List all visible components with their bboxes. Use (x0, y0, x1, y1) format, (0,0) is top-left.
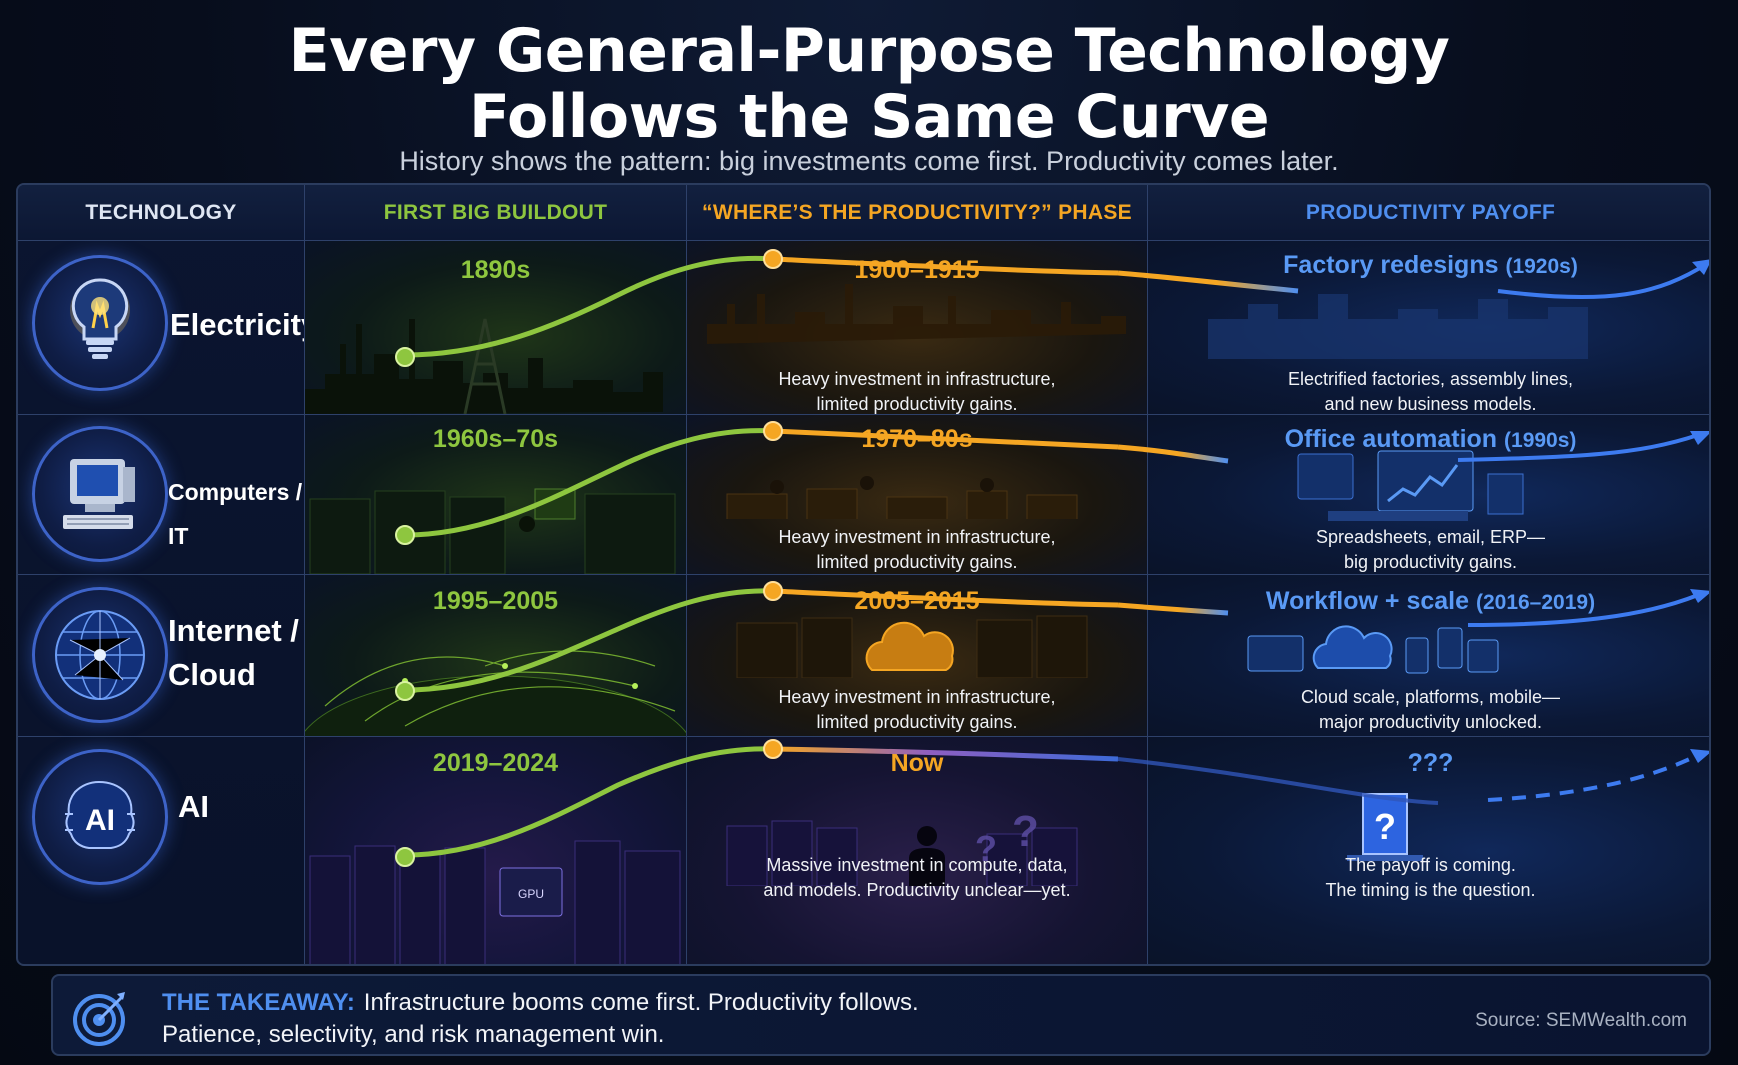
payoff-description-line-2: big productivity gains. (1343, 552, 1518, 572)
globe-icon (32, 587, 168, 723)
mainframe-room-illustration (309, 488, 676, 574)
payoff-description-line-2: and new business models. (1324, 394, 1537, 414)
payoff-description-line-1: Electrified factories, assembly lines, (1287, 369, 1574, 389)
payoff-description-line-1: Spreadsheets, email, ERP— (1315, 527, 1546, 547)
takeaway-line-1: Infrastructure booms come first. Product… (363, 989, 919, 1016)
phase-description-line-2: limited productivity gains. (816, 552, 1018, 572)
datacenter-cloud-illustration (736, 615, 1088, 678)
row-internet-buildout: 1995–2005 (305, 575, 686, 736)
network-globe-illustration (305, 650, 686, 736)
svg-text:?: ? (1374, 806, 1396, 847)
payoff-description: The payoff is coming. The timing is the … (1148, 853, 1709, 903)
takeaway-box: THE TAKEAWAY: Infrastructure booms come … (51, 974, 1711, 1056)
buildout-years: 1995–2005 (432, 587, 559, 615)
phase-description: Heavy investment in infrastructure, limi… (687, 367, 1147, 414)
payoff-years: (1990s) (1504, 429, 1577, 452)
payoff-description: Cloud scale, platforms, mobile— major pr… (1148, 685, 1709, 735)
payoff-title: Factory redesigns (1920s) (1148, 251, 1709, 280)
phase-description: Massive investment in compute, data, and… (687, 853, 1147, 903)
cloud-devices-illustration (1247, 625, 1499, 674)
gpu-label: GPU (518, 887, 544, 901)
phase-description-line-2: limited productivity gains. (816, 394, 1018, 414)
payoff-description-line-1: The payoff is coming. (1345, 855, 1516, 875)
page-subtitle: History shows the pattern: big investmen… (399, 146, 1339, 176)
row-internet-tech: Internet / Cloud (18, 575, 304, 736)
row-ai-phase: ? ? Now Massive investment in compute, d… (687, 737, 1147, 964)
row-electricity-payoff: Factory redesigns (1920s) Electrified fa… (1148, 241, 1709, 414)
office-desk-illustration (1297, 450, 1524, 521)
page-title: Every General-Purpose Technology (288, 16, 1450, 86)
row-electricity-buildout: 1890s (305, 241, 686, 414)
uncertain-figure-illustration: ? ? (726, 807, 1078, 886)
ai-icon-text: AI (85, 804, 115, 837)
gpu-datacenter-illustration: GPU (309, 840, 681, 964)
takeaway-line-2: Patience, selectivity, and risk manageme… (162, 1021, 665, 1048)
payoff-title-text: Workflow + scale (1265, 587, 1470, 615)
tech-name-line-2: Cloud (168, 657, 256, 692)
target-icon (73, 992, 125, 1046)
header-buildout: FIRST BIG BUILDOUT (305, 185, 686, 240)
payoff-description-line-2: major productivity unlocked. (1318, 712, 1543, 732)
phase-description-line-2: limited productivity gains. (816, 712, 1018, 732)
header-payoff: PRODUCTIVITY PAYOFF (1148, 185, 1709, 240)
row-electricity-phase: 1900–1915 Heavy investment in infrastruc… (687, 241, 1147, 414)
phase-description: Heavy investment in infrastructure, limi… (687, 685, 1147, 735)
row-computers-buildout: 1960s–70s (305, 415, 686, 574)
payoff-description-line-2: The timing is the question. (1325, 880, 1536, 900)
phase-description-line-1: Heavy investment in infrastructure, (778, 369, 1056, 389)
buildout-years: 1890s (460, 256, 531, 284)
page-title-line-2: Follows the Same Curve (468, 82, 1270, 152)
row-ai-payoff: ? ??? The payoff is coming. The timing i… (1148, 737, 1709, 964)
takeaway-text: THE TAKEAWAY: Infrastructure booms come … (162, 988, 919, 1049)
payoff-title: ??? (1407, 749, 1454, 777)
payoff-description: Spreadsheets, email, ERP— big productivi… (1148, 525, 1709, 574)
row-internet-payoff: Workflow + scale (2016–2019) Cloud scale… (1148, 575, 1709, 736)
phase-years: 1900–1915 (854, 256, 980, 284)
tech-name: Computers / IT (168, 479, 303, 549)
office-workers-illustration (726, 476, 1078, 519)
factory-skyline-illustration (305, 318, 663, 414)
takeaway-label: THE TAKEAWAY: (162, 989, 355, 1016)
payoff-title-text: Factory redesigns (1283, 251, 1499, 279)
buildout-years: 2019–2024 (432, 749, 559, 777)
tech-name: Electricity (170, 307, 304, 342)
payoff-description: Electrified factories, assembly lines, a… (1148, 367, 1709, 414)
payoff-title: Office automation (1990s) (1148, 425, 1709, 454)
row-computers-phase: 1970–80s Heavy investment in infrastruct… (687, 415, 1147, 574)
phase-years: 2005–2015 (854, 587, 980, 615)
row-computers-tech: Computers / IT (18, 415, 304, 574)
industrial-skyline-illustration (707, 284, 1126, 344)
phase-years: 1970–80s (861, 425, 973, 453)
payoff-title-text: Office automation (1284, 425, 1498, 453)
tech-name: AI (178, 789, 209, 824)
ai-brain-icon: AI (32, 749, 168, 885)
phase-description-line-1: Heavy investment in infrastructure, (778, 687, 1056, 707)
phase-description-line-1: Massive investment in compute, data, (766, 855, 1068, 875)
payoff-years: (2016–2019) (1475, 591, 1596, 614)
header-technology: TECHNOLOGY (18, 185, 304, 240)
computer-icon (32, 426, 168, 562)
tech-name-line-1: Internet / (168, 613, 299, 648)
tech-name: Internet / Cloud (168, 609, 299, 697)
payoff-description-line-1: Cloud scale, platforms, mobile— (1300, 687, 1561, 707)
lightbulb-icon (32, 255, 168, 391)
buildout-years: 1960s–70s (432, 425, 559, 453)
payoff-title: Workflow + scale (2016–2019) (1148, 587, 1709, 616)
source-credit: Source: SEMWealth.com (1475, 1010, 1687, 1031)
phase-description-line-2: and models. Productivity unclear—yet. (763, 880, 1071, 900)
svg-text:?: ? (1012, 807, 1039, 856)
payoff-years: (1920s) (1505, 255, 1578, 278)
svg-text:?: ? (975, 828, 997, 869)
factory-floor-illustration (1208, 294, 1588, 359)
row-computers-payoff: Office automation (1990s) Spreadsheets, … (1148, 415, 1709, 574)
row-ai-buildout: GPU 2019–2024 (305, 737, 686, 964)
comparison-table: TECHNOLOGY FIRST BIG BUILDOUT “WHERE’S T… (16, 183, 1711, 966)
row-ai-tech: AI AI (18, 737, 304, 964)
phase-description-line-1: Heavy investment in infrastructure, (778, 527, 1056, 547)
phase-description: Heavy investment in infrastructure, limi… (687, 525, 1147, 574)
row-electricity-tech: Electricity (18, 241, 304, 414)
phase-years: Now (890, 749, 944, 777)
header-phase: “WHERE’S THE PRODUCTIVITY?” PHASE (687, 185, 1147, 240)
row-internet-phase: 2005–2015 Heavy investment in infrastruc… (687, 575, 1147, 736)
